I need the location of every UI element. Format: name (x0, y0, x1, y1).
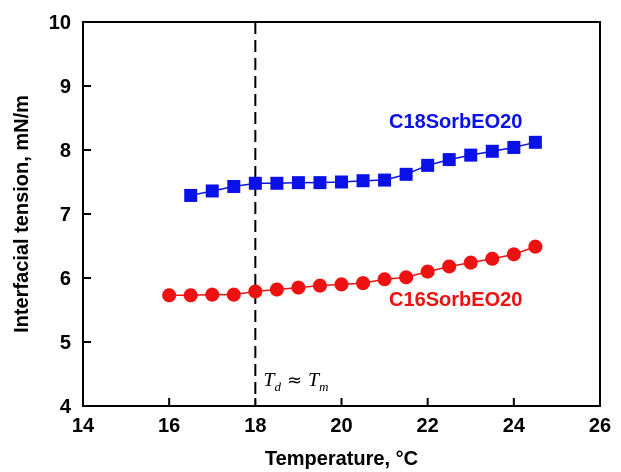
data-point-square (485, 144, 499, 158)
data-point-circle (334, 277, 349, 292)
data-point-circle (183, 288, 198, 303)
x-axis-title: Temperature, °C (265, 448, 418, 470)
plot-layer (82, 21, 601, 407)
data-point-circle (399, 270, 414, 285)
data-point-square (356, 174, 370, 188)
data-point-square (205, 184, 219, 198)
x-tick-label: 24 (503, 415, 526, 437)
vertical-marker-label: Td ≈ Tm (263, 369, 328, 394)
series-label-c16sorbeo20: C16SorbEO20 (389, 289, 522, 311)
data-point-circle (248, 284, 263, 299)
data-point-square (507, 140, 521, 154)
data-point-square (399, 167, 413, 181)
x-tick-label: 20 (330, 415, 352, 437)
data-point-square (378, 173, 392, 187)
data-point-square (291, 176, 305, 190)
y-tick-label: 7 (60, 204, 71, 226)
y-tick-label: 9 (60, 76, 71, 98)
data-point-square (528, 135, 542, 149)
data-point-square (313, 176, 327, 190)
data-point-circle (442, 259, 457, 274)
data-point-square (270, 176, 284, 190)
data-point-square (335, 175, 348, 189)
data-point-circle (485, 251, 500, 266)
data-point-square (464, 148, 478, 162)
y-tick-label: 6 (60, 268, 71, 290)
x-tick-label: 14 (72, 415, 95, 437)
data-point-circle (269, 282, 284, 297)
series-layer (162, 135, 543, 303)
marker-sub1: d (274, 379, 281, 394)
y-axis-title: Interfacial tension, mN/m (11, 95, 33, 333)
marker-t1: T (263, 369, 276, 391)
x-tick-label: 16 (158, 415, 180, 437)
series-line-c16sorbeo20 (169, 245, 536, 297)
y-tick-label: 8 (60, 140, 71, 162)
data-point-circle (356, 276, 371, 291)
data-point-circle (463, 255, 478, 270)
marker-t2: T (308, 369, 321, 391)
x-tick-label: 22 (417, 415, 439, 437)
data-point-circle (205, 287, 220, 302)
x-tick-label: 26 (589, 415, 611, 437)
data-point-circle (291, 280, 306, 295)
y-tick-label: 10 (49, 12, 71, 34)
data-point-square (227, 179, 241, 193)
plot-frame (82, 21, 601, 407)
label-layer: 14 16 18 20 22 24 26 4 5 6 7 8 9 10 (49, 12, 611, 437)
data-point-circle (162, 288, 177, 303)
data-point-circle (506, 247, 521, 262)
data-point-square (248, 176, 262, 190)
data-point-circle (226, 287, 241, 302)
data-point-square (184, 188, 198, 202)
data-point-circle (377, 272, 392, 287)
data-point-circle (312, 278, 327, 293)
y-tick-label: 4 (60, 396, 72, 418)
data-point-square (421, 158, 435, 172)
y-tick-label: 5 (60, 332, 71, 354)
data-point-square (442, 153, 456, 167)
marker-sub2: m (319, 379, 328, 394)
x-tick-label: 18 (244, 415, 266, 437)
series-line-c18sorbeo20 (190, 141, 536, 197)
data-point-circle (420, 264, 435, 279)
marker-approx: ≈ (287, 370, 302, 391)
series-label-c18sorbeo20: C18SorbEO20 (389, 111, 522, 133)
data-point-circle (528, 239, 543, 254)
